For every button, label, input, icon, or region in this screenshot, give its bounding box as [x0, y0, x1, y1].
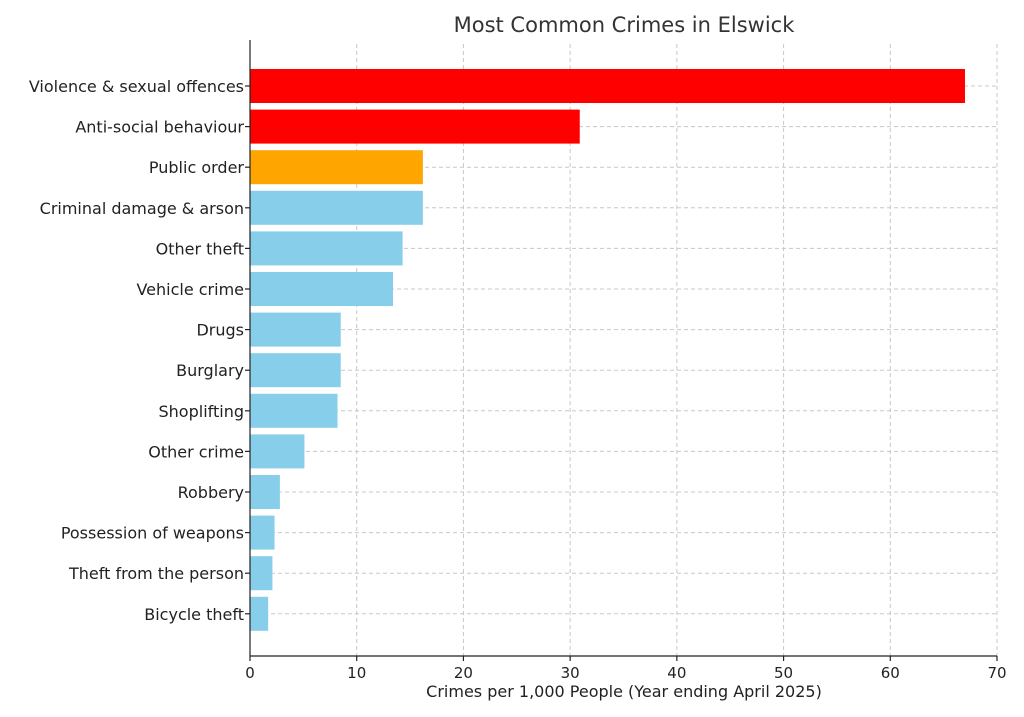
bar — [250, 353, 341, 388]
category-label: Bicycle theft — [144, 605, 244, 624]
category-label: Theft from the person — [68, 564, 244, 583]
bar — [250, 596, 269, 631]
category-label: Vehicle crime — [136, 280, 244, 299]
category-label: Public order — [149, 158, 245, 177]
x-tick-label: 40 — [667, 664, 686, 682]
x-tick-label: 50 — [774, 664, 793, 682]
bars — [250, 69, 965, 631]
x-tick-label: 20 — [454, 664, 473, 682]
x-axis-label: Crimes per 1,000 People (Year ending Apr… — [426, 682, 822, 701]
category-label: Burglary — [176, 361, 244, 380]
category-labels: Violence & sexual offences Anti-social be… — [29, 77, 245, 624]
category-label: Criminal damage & arson — [40, 199, 244, 218]
category-label: Robbery — [178, 483, 244, 502]
bar — [250, 312, 341, 347]
bar — [250, 69, 965, 103]
bar — [250, 515, 275, 550]
bar — [250, 109, 580, 144]
x-tick-label: 70 — [987, 664, 1006, 682]
x-tick-label: 60 — [881, 664, 900, 682]
category-label: Shoplifting — [159, 402, 245, 421]
bar — [250, 231, 403, 266]
x-tick-label: 0 — [245, 664, 255, 682]
chart-title: Most Common Crimes in Elswick — [454, 13, 796, 37]
axes — [245, 40, 998, 661]
x-tick-label: 30 — [561, 664, 580, 682]
category-label: Possession of weapons — [61, 524, 244, 543]
bar — [250, 556, 273, 591]
category-label: Other theft — [156, 239, 244, 258]
bar — [250, 190, 423, 225]
category-label: Drugs — [196, 321, 244, 340]
category-label: Anti-social behaviour — [75, 118, 244, 137]
bar — [250, 150, 423, 185]
bar — [250, 475, 280, 509]
bar — [250, 272, 393, 306]
bar — [250, 393, 338, 428]
category-label: Violence & sexual offences — [29, 77, 244, 96]
category-label: Other crime — [148, 442, 244, 461]
x-tick-label: 10 — [347, 664, 366, 682]
x-tick-labels: 0 10 20 30 40 50 60 70 — [245, 664, 1006, 682]
bar — [250, 434, 305, 469]
